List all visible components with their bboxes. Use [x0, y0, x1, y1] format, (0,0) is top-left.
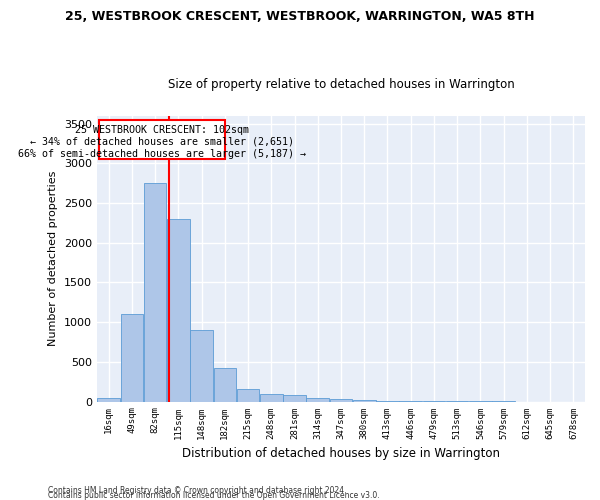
Bar	[353, 400, 376, 402]
Text: 25, WESTBROOK CRESCENT, WESTBROOK, WARRINGTON, WA5 8TH: 25, WESTBROOK CRESCENT, WESTBROOK, WARRI…	[65, 10, 535, 23]
Bar	[167, 219, 190, 402]
Text: 25 WESTBROOK CRESCENT: 102sqm: 25 WESTBROOK CRESCENT: 102sqm	[75, 124, 249, 134]
Bar	[214, 368, 236, 402]
Bar	[283, 395, 306, 402]
Bar	[100, 120, 225, 158]
Text: ← 34% of detached houses are smaller (2,651): ← 34% of detached houses are smaller (2,…	[30, 136, 294, 146]
Bar	[260, 394, 283, 402]
Bar	[121, 314, 143, 402]
Text: Contains HM Land Registry data © Crown copyright and database right 2024.: Contains HM Land Registry data © Crown c…	[48, 486, 347, 495]
Text: Contains public sector information licensed under the Open Government Licence v3: Contains public sector information licen…	[48, 490, 380, 500]
X-axis label: Distribution of detached houses by size in Warrington: Distribution of detached houses by size …	[182, 447, 500, 460]
Title: Size of property relative to detached houses in Warrington: Size of property relative to detached ho…	[167, 78, 514, 91]
Bar	[376, 401, 399, 402]
Bar	[97, 398, 120, 402]
Text: 66% of semi-detached houses are larger (5,187) →: 66% of semi-detached houses are larger (…	[18, 149, 306, 159]
Y-axis label: Number of detached properties: Number of detached properties	[49, 171, 58, 346]
Bar	[330, 399, 352, 402]
Bar	[237, 389, 259, 402]
Bar	[144, 184, 166, 402]
Bar	[307, 398, 329, 402]
Bar	[190, 330, 213, 402]
